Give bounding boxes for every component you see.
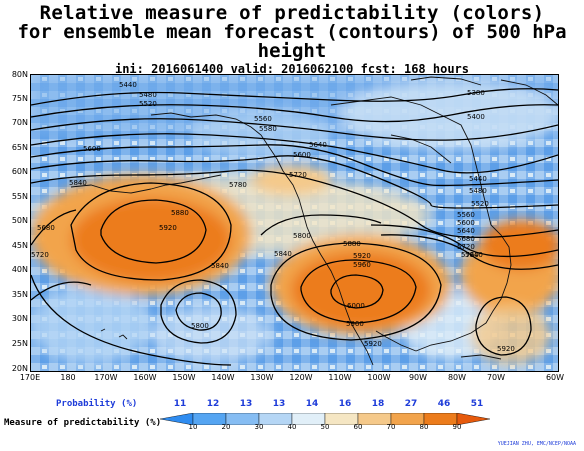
contour-label: 5780 xyxy=(229,181,247,189)
colorbar-tick: 30 xyxy=(254,423,264,431)
contour-labels: 5440 5480 5520 5560 5580 5600 5640 5600 … xyxy=(31,81,515,353)
lon-label: 130W xyxy=(250,373,274,382)
title-block: Relative measure of predictability (colo… xyxy=(0,2,584,77)
lon-label: 120W xyxy=(289,373,313,382)
lat-label: 60N xyxy=(11,167,28,176)
contour-label: 5380 xyxy=(467,89,485,97)
lon-label: 170E xyxy=(19,373,41,382)
contour-label: 5960 xyxy=(353,261,371,269)
probability-value: 13 xyxy=(272,399,286,409)
colorbar-segment xyxy=(456,413,491,425)
lon-label: 80W xyxy=(447,373,467,382)
probability-value: 14 xyxy=(305,399,319,409)
contour-label: 5600 xyxy=(83,145,101,153)
contour-label: 5880 xyxy=(171,209,189,217)
title-line-3: ini: 2016061400 valid: 2016062100 fcst: … xyxy=(114,62,469,76)
contour-label: 5640 xyxy=(309,141,327,149)
contour-label: 5920 xyxy=(353,252,371,260)
contour-label: 5640 xyxy=(457,227,475,235)
lat-label: 40N xyxy=(11,265,28,274)
contour-label: 5560 xyxy=(254,115,272,123)
probability-value: 27 xyxy=(404,399,418,409)
lon-label: 70W xyxy=(486,373,506,382)
contour-label: 5480 xyxy=(469,187,487,195)
contour-label: 5520 xyxy=(139,100,157,108)
lon-label: 180 xyxy=(60,373,76,382)
probability-value: 11 xyxy=(173,399,187,409)
lon-label: 140W xyxy=(211,373,235,382)
probability-value: 13 xyxy=(239,399,253,409)
lat-label: 70N xyxy=(11,118,28,127)
colorbar-tick: 10 xyxy=(188,423,198,431)
contour-label: 5600 xyxy=(293,151,311,159)
contour-label: 5960 xyxy=(346,320,364,328)
colorbar-tick: 90 xyxy=(452,423,462,431)
contour-label: 5840 xyxy=(211,262,229,270)
contour-label: 5840 xyxy=(69,179,87,187)
lon-label: 150W xyxy=(172,373,196,382)
lon-label: 60W xyxy=(545,373,565,382)
contour-label: 5880 xyxy=(343,240,361,248)
lon-label: 160W xyxy=(133,373,157,382)
probability-title: Probability (%) xyxy=(56,399,138,409)
contour-label: 5760 xyxy=(461,251,479,259)
colorbar xyxy=(160,413,491,425)
contour-label: 5720 xyxy=(31,251,49,259)
contour-label: 5840 xyxy=(274,250,292,258)
title-line-1: Relative measure of predictability (colo… xyxy=(39,2,545,24)
lon-label: 90W xyxy=(408,373,428,382)
contour-label: 6000 xyxy=(347,302,365,310)
lat-label: 25N xyxy=(11,339,28,348)
colorbar-tick: 80 xyxy=(419,423,429,431)
coastlines xyxy=(70,76,558,366)
contour-label: 5920 xyxy=(364,340,382,348)
probability-value: 12 xyxy=(206,399,220,409)
colorbar-tick: 60 xyxy=(353,423,363,431)
contour-label: 5580 xyxy=(259,125,277,133)
contour-label: 5440 xyxy=(469,175,487,183)
contour-label: 5480 xyxy=(139,91,157,99)
contour-label: 5720 xyxy=(457,243,475,251)
lon-label: 100W xyxy=(367,373,391,382)
credit-text: YUEJIAN ZHU, EMC/NCEP/NOAA xyxy=(497,441,576,447)
contour-label: 5400 xyxy=(467,113,485,121)
contour-label: 5600 xyxy=(457,219,475,227)
probability-value: 16 xyxy=(338,399,352,409)
colorbar-tick: 20 xyxy=(221,423,231,431)
contour-label: 5560 xyxy=(457,211,475,219)
probability-value: 18 xyxy=(371,399,385,409)
lat-label: 65N xyxy=(11,143,28,152)
measure-title: Measure of predictability (%) xyxy=(4,418,162,428)
contour-label: 5920 xyxy=(497,345,515,353)
colorbar-tick: 50 xyxy=(320,423,330,431)
height-contours xyxy=(31,88,558,366)
lon-label: 170W xyxy=(94,373,118,382)
contour-label: 5720 xyxy=(289,171,307,179)
contour-label: 5680 xyxy=(457,235,475,243)
lon-label: 110W xyxy=(328,373,352,382)
lat-label: 45N xyxy=(11,241,28,250)
contour-label: 5520 xyxy=(471,200,489,208)
lat-label: 20N xyxy=(11,364,28,373)
contour-label: 5680 xyxy=(37,224,55,232)
colorbar-tick: 40 xyxy=(287,423,297,431)
probability-value: 46 xyxy=(437,399,451,409)
contour-label: 5840 xyxy=(465,251,483,259)
contour-label: 5920 xyxy=(159,224,177,232)
contour-label: 5440 xyxy=(119,81,137,89)
lat-label: 35N xyxy=(11,290,28,299)
contour-label: 5800 xyxy=(191,322,209,330)
map-panel: 5440 5480 5520 5560 5580 5600 5640 5600 … xyxy=(30,74,559,372)
probability-value: 51 xyxy=(470,399,484,409)
lat-label: 80N xyxy=(11,70,28,79)
map-svg: 5440 5480 5520 5560 5580 5600 5640 5600 … xyxy=(31,75,558,371)
title-line-2: for ensemble mean forecast (contours) of… xyxy=(17,21,567,62)
colorbar-tick: 70 xyxy=(386,423,396,431)
lat-label: 50N xyxy=(11,216,28,225)
contour-label: 5800 xyxy=(293,232,311,240)
lat-label: 75N xyxy=(11,94,28,103)
lat-label: 30N xyxy=(11,314,28,323)
lat-label: 55N xyxy=(11,192,28,201)
